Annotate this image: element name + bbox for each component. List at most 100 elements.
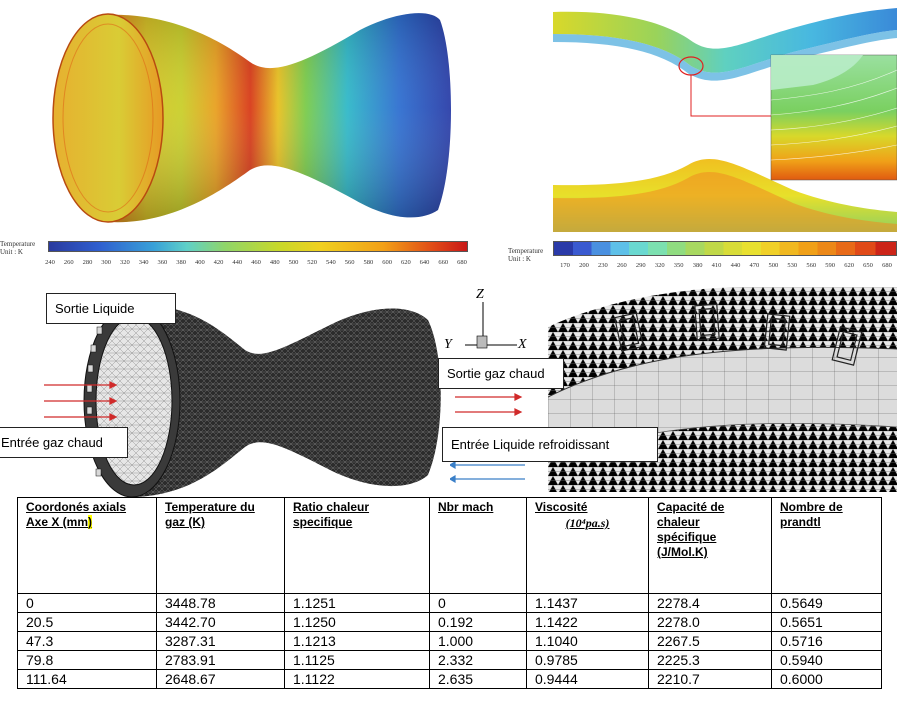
tr-legend-title: Temperature [508,247,543,255]
tl-tick-label: 440 [232,259,242,266]
tr-tick-label: 290 [636,262,646,269]
table-cell: 2210.7 [649,670,772,689]
tl-tick-label: 400 [195,259,205,266]
tl-tick-label: 620 [401,259,411,266]
table-cell: 0.9444 [527,670,649,689]
tr-tick-label: 320 [655,262,665,269]
nozzle-3d-contour [0,0,490,240]
table-cell: 0.5649 [772,594,882,613]
table-cell: 1.000 [430,632,527,651]
table-cell: 2278.0 [649,613,772,632]
table-cell: 0.5940 [772,651,882,670]
table-cell: 1.1422 [527,613,649,632]
tl-tick-label: 560 [345,259,355,266]
tl-tick-label: 240 [45,259,55,266]
table-cell: 1.1122 [285,670,430,689]
tr-tick-label: 680 [882,262,892,269]
table-cell: 2267.5 [649,632,772,651]
tr-tick-label: 230 [598,262,608,269]
table-cell: 1.1040 [527,632,649,651]
table-cell: 79.8 [18,651,157,670]
tr-tick-label: 530 [787,262,797,269]
table-cell: 2.635 [430,670,527,689]
tl-tick-label: 600 [382,259,392,266]
tl-tick-label: 500 [289,259,299,266]
tl-legend-unit: Unit : K [0,248,23,256]
axis-z-label: Z [476,287,484,303]
table-cell: 0 [18,594,157,613]
tl-legend-title: Temperature [0,240,35,248]
table-row: 79.8 2783.91 1.1125 2.332 0.9785 2225.3 … [18,651,882,670]
table-cell: 0.192 [430,613,527,632]
tl-tick-label: 540 [326,259,336,266]
tr-tick-label: 380 [693,262,703,269]
tl-tick-label: 480 [270,259,280,266]
tl-tick-label: 460 [251,259,261,266]
table-cell: 3287.31 [157,632,285,651]
col-header-ratio: Ratio chaleur specifique [285,498,430,594]
tl-tick-label: 520 [307,259,317,266]
tr-tick-label: 350 [674,262,684,269]
tr-tick-label: 170 [560,262,570,269]
tr-tick-label: 260 [617,262,627,269]
table-header-row: Coordonés axials Axe X (mm) Temperature d… [18,498,882,594]
tr-tick-label: 590 [825,262,835,269]
table-row: 0 3448.78 1.1251 0 1.1437 2278.4 0.5649 [18,594,882,613]
table-cell: 2278.4 [649,594,772,613]
table-cell: 111.64 [18,670,157,689]
tr-tick-label: 650 [863,262,873,269]
col-header-axial: Coordonés axials Axe X (mm) [18,498,157,594]
tr-tick-label: 410 [712,262,722,269]
nozzle-2d-contour [553,0,897,232]
tl-tick-label: 380 [176,259,186,266]
tl-tick-label: 580 [363,259,373,266]
table-cell: 3442.70 [157,613,285,632]
table-cell: 1.1437 [527,594,649,613]
tl-tick-label: 360 [157,259,167,266]
table-cell: 47.3 [18,632,157,651]
table-cell: 20.5 [18,613,157,632]
table-cell: 0.9785 [527,651,649,670]
axis-x-label: X [518,337,527,353]
tr-colorbar [553,241,897,256]
tr-tick-label: 500 [768,262,778,269]
tl-tick-label: 340 [139,259,149,266]
tl-tick-label: 320 [120,259,130,266]
table-cell: 1.1251 [285,594,430,613]
tl-tick-label: 260 [64,259,74,266]
col-header-viscosity: Viscosité (10⁴pa.s) [527,498,649,594]
table-row: 20.5 3442.70 1.1250 0.192 1.1422 2278.0 … [18,613,882,632]
col-header-prandtl: Nombre de prandtl [772,498,882,594]
callout-entree-liquide: Entrée Liquide refroidissant [442,427,658,462]
table-cell: 1.1250 [285,613,430,632]
table-cell: 2783.91 [157,651,285,670]
callout-entree-gaz: Entrée gaz chaud [0,427,128,458]
thermo-properties-table: Coordonés axials Axe X (mm) Temperature d… [17,497,882,689]
table-cell: 0.6000 [772,670,882,689]
col-header-mach: Nbr mach [430,498,527,594]
table-cell: 0.5651 [772,613,882,632]
axis-y-label: Y [444,337,452,353]
callout-sortie-liquide: Sortie Liquide [46,293,176,324]
table-cell: 3448.78 [157,594,285,613]
tl-tick-label: 640 [420,259,430,266]
tr-tick-label: 440 [731,262,741,269]
tl-tick-label: 420 [214,259,224,266]
tl-tick-label: 300 [101,259,111,266]
tr-tick-label: 560 [806,262,816,269]
table-cell: 1.1125 [285,651,430,670]
tr-tick-label: 620 [844,262,854,269]
col-header-temperature: Temperature du gaz (K) [157,498,285,594]
tr-tick-label: 470 [750,262,760,269]
table-cell: 0 [430,594,527,613]
table-cell: 0.5716 [772,632,882,651]
col-header-heat-capacity: Capacité de chaleur spécifique (J/Mol.K) [649,498,772,594]
table-row: 47.3 3287.31 1.1213 1.000 1.1040 2267.5 … [18,632,882,651]
callout-sortie-gaz: Sortie gaz chaud [438,358,564,389]
tl-colorbar [48,241,468,252]
table-cell: 2.332 [430,651,527,670]
tl-tick-label: 680 [457,259,467,266]
tr-tick-label: 200 [579,262,589,269]
table-cell: 2648.67 [157,670,285,689]
tl-tick-label: 280 [83,259,93,266]
